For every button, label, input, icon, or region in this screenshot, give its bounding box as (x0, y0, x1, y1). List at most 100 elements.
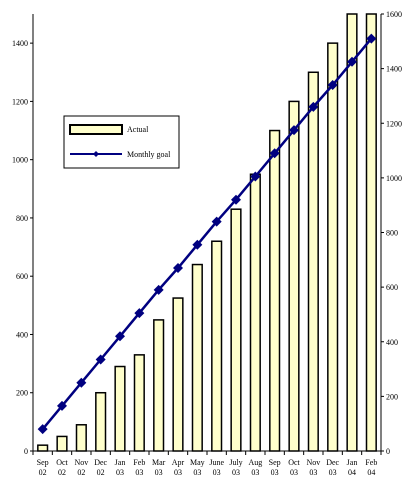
x-label-month-12: Sep (269, 458, 281, 467)
goal-marker-9 (211, 216, 222, 227)
goal-marker-5 (134, 308, 145, 319)
goal-marker-3 (95, 354, 106, 365)
x-label-year-15: 03 (329, 468, 337, 477)
x-label-month-16: Jan (347, 458, 358, 467)
bar-actual-16 (346, 13, 358, 452)
x-label-month-5: Feb (133, 458, 145, 467)
x-label-month-13: Oct (288, 458, 300, 467)
bar-actual-3 (95, 391, 107, 452)
x-label-year-10: 03 (232, 468, 240, 477)
goal-marker-11 (250, 171, 261, 182)
x-label-year-14: 03 (309, 468, 317, 477)
x-label-month-2: Nov (74, 458, 88, 467)
legend-label-actual: Actual (127, 125, 149, 134)
x-label-month-1: Oct (56, 458, 68, 467)
x-label-year-9: 03 (213, 468, 221, 477)
x-label-month-14: Nov (306, 458, 320, 467)
x-ticks: Sep02Oct02Nov02Dec02Jan03Feb03Mar03Apr03… (32, 451, 382, 477)
bar-actual-11 (249, 173, 261, 452)
x-label-year-2: 02 (77, 468, 85, 477)
x-label-year-13: 03 (290, 468, 298, 477)
x-label-month-9: June (209, 458, 224, 467)
x-label-month-0: Sep (37, 458, 49, 467)
goal-marker-13 (289, 125, 299, 136)
x-label-year-8: 03 (193, 468, 201, 477)
bar-actual-4 (114, 365, 126, 452)
right-tick-label-0: 0 (386, 447, 390, 456)
bar-actual-0 (37, 444, 49, 452)
legend: Actual Monthly goal (63, 115, 180, 169)
legend-box (63, 115, 180, 169)
right-tick-label-3: 600 (386, 283, 398, 292)
goal-marker-17 (366, 33, 377, 44)
x-label-year-1: 02 (58, 468, 66, 477)
bar-actual-5 (133, 354, 145, 452)
right-tick-label-1: 200 (386, 392, 398, 401)
goal-marker-12 (269, 148, 280, 159)
bar-actual-2 (75, 424, 87, 452)
x-label-year-16: 04 (348, 468, 356, 477)
legend-label-goal: Monthly goal (127, 150, 171, 159)
right-tick-label-6: 1200 (386, 119, 402, 128)
legend-swatch-goal-marker (93, 151, 99, 157)
goal-marker-4 (115, 331, 125, 342)
goal-marker-14 (308, 101, 319, 112)
left-tick-label-1: 200 (16, 389, 28, 398)
goal-line-path (41, 37, 373, 430)
right-tick-label-8: 1600 (386, 10, 402, 19)
x-label-year-12: 03 (271, 468, 279, 477)
goal-marker-7 (173, 263, 183, 274)
bar-actual-1 (56, 435, 68, 452)
bar-actual-14 (307, 71, 319, 452)
goal-marker-15 (327, 80, 338, 91)
goal-marker-2 (76, 377, 87, 388)
bar-actual-7 (172, 297, 184, 452)
goal-marker-0 (37, 424, 48, 435)
x-label-month-10: July (229, 458, 242, 467)
goal-marker-1 (57, 400, 67, 411)
left-tick-label-2: 400 (16, 330, 28, 339)
x-label-year-3: 02 (97, 468, 105, 477)
x-label-year-6: 03 (155, 468, 163, 477)
bar-actual-17 (365, 13, 377, 452)
left-tick-label-3: 600 (16, 272, 28, 281)
x-label-year-0: 02 (39, 468, 47, 477)
right-tick-label-7: 1400 (386, 65, 402, 74)
bar-actual-6 (153, 319, 165, 452)
right-tick-label-4: 800 (386, 229, 398, 238)
actual-bars (37, 13, 377, 452)
bar-actual-9 (211, 240, 223, 452)
x-label-year-17: 04 (367, 468, 375, 477)
x-label-month-6: Mar (152, 458, 166, 467)
bar-actual-13 (288, 100, 300, 452)
monthly-goal-series (37, 33, 377, 435)
bar-actual-12 (269, 129, 281, 452)
right-tick-label-5: 1000 (386, 174, 402, 183)
left-tick-label-6: 1200 (12, 97, 28, 106)
x-label-month-11: Aug (248, 458, 262, 467)
goal-marker-10 (231, 194, 241, 205)
right-tick-label-2: 400 (386, 338, 398, 347)
left-tick-label-7: 1400 (12, 39, 28, 48)
x-label-year-5: 03 (135, 468, 143, 477)
x-label-year-7: 03 (174, 468, 182, 477)
x-label-month-3: Dec (94, 458, 107, 467)
left-y-ticks: 0 200 400 600 800 1000 1200 1400 (12, 39, 33, 456)
legend-swatch-actual (69, 124, 123, 135)
bar-actual-10 (230, 208, 242, 452)
x-label-month-15: Dec (326, 458, 339, 467)
x-label-year-4: 03 (116, 468, 124, 477)
goal-marker-6 (153, 284, 164, 295)
bar-actual-15 (327, 42, 339, 452)
left-tick-label-4: 800 (16, 214, 28, 223)
left-tick-label-0: 0 (24, 447, 28, 456)
x-label-month-4: Jan (115, 458, 126, 467)
x-label-month-8: May (190, 458, 205, 467)
x-label-month-7: Apr (172, 458, 185, 467)
right-y-ticks: 0 200 400 600 800 1000 1200 1400 1600 (381, 10, 402, 456)
x-label-month-17: Feb (365, 458, 377, 467)
bar-actual-8 (191, 263, 203, 452)
left-tick-label-5: 1000 (12, 156, 28, 165)
x-label-year-11: 03 (251, 468, 259, 477)
